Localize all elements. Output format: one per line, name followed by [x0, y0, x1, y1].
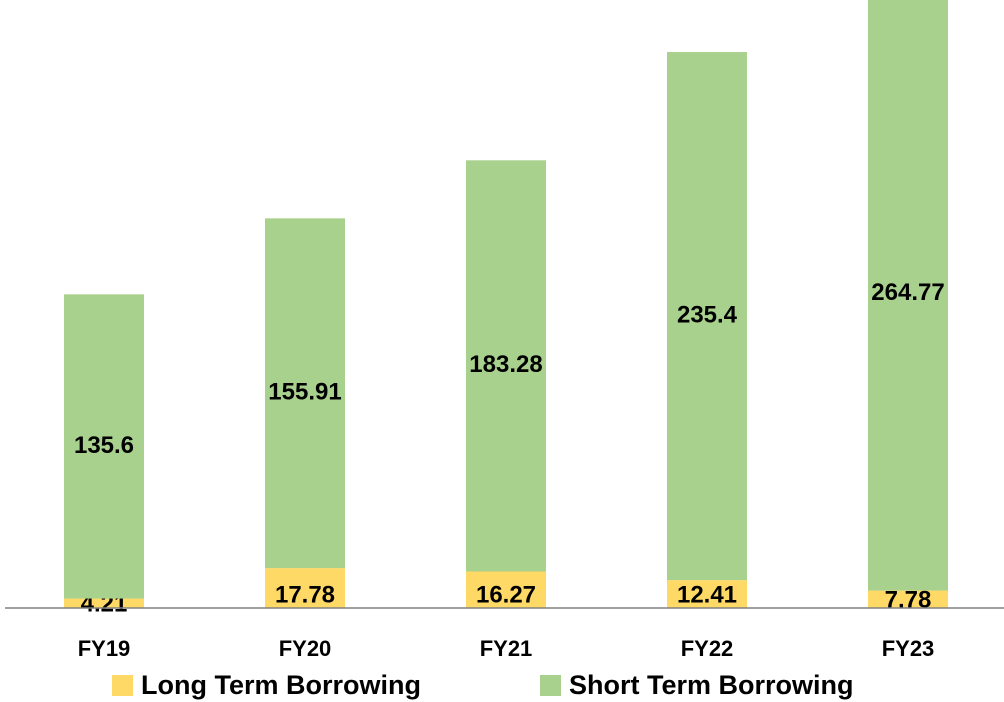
bar-segment — [868, 0, 948, 591]
data-label: 264.77 — [871, 279, 944, 306]
data-label: 135.6 — [74, 432, 134, 459]
x-tick-label: FY22 — [681, 636, 734, 661]
legend-label: Short Term Borrowing — [569, 670, 854, 700]
bar-segment — [667, 52, 747, 581]
bar-segment — [667, 580, 747, 608]
x-tick-label: FY20 — [279, 636, 332, 661]
bar-segment — [466, 160, 546, 572]
data-label: 235.4 — [677, 301, 738, 328]
data-label: 155.91 — [268, 379, 341, 406]
data-label: 17.78 — [275, 581, 335, 608]
x-tick-label: FY21 — [480, 636, 533, 661]
bar-segment — [868, 590, 948, 608]
bar-segment — [64, 294, 144, 599]
bar-segment — [64, 598, 144, 608]
data-label: 7.78 — [885, 587, 932, 614]
data-label: 16.27 — [476, 581, 536, 608]
data-label: 183.28 — [469, 351, 542, 378]
legend-swatch — [112, 675, 133, 696]
data-label: 12.41 — [677, 581, 737, 608]
legend-label: Long Term Borrowing — [141, 670, 421, 700]
x-tick-label: FY19 — [78, 636, 131, 661]
x-tick-label: FY23 — [882, 636, 935, 661]
legend-swatch — [540, 675, 561, 696]
bar-segment — [265, 568, 345, 608]
bar-segment — [265, 218, 345, 569]
bar-segment — [466, 571, 546, 608]
